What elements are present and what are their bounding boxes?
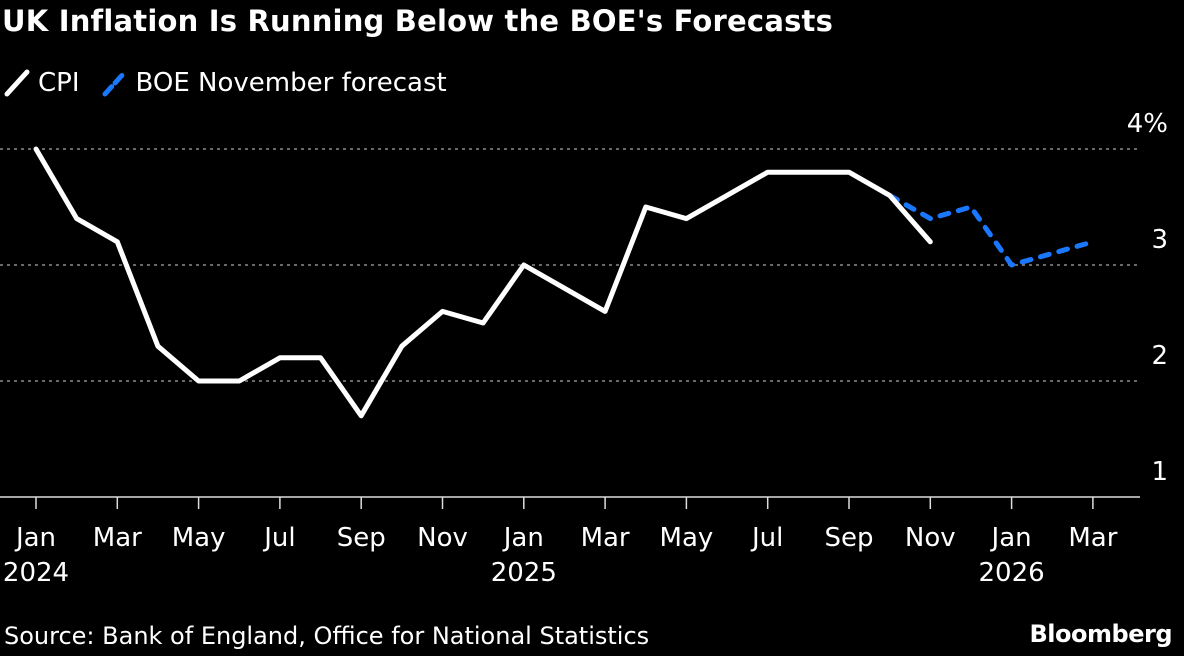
legend-swatch-cpi [4,69,30,97]
x-tick-label: Nov [905,523,956,553]
legend-label: BOE November forecast [135,68,447,98]
x-tick-year-label: 2024 [3,558,69,588]
legend: CPI BOE November forecast [4,68,469,98]
x-tick-label: May [660,523,714,553]
x-tick-label: Jul [262,523,295,553]
x-tick-label: Jan [502,523,544,553]
x-tick-label: Sep [824,523,873,553]
x-tick-label: Nov [417,523,468,553]
legend-label: CPI [38,68,80,98]
legend-swatch-forecast [102,69,128,97]
x-tick-label: Mar [1068,523,1117,553]
x-tick-label: Jan [990,523,1032,553]
x-tick-label: Jul [750,523,783,553]
source-note: Source: Bank of England, Office for Nati… [4,622,650,650]
x-tick-label: Mar [581,523,630,553]
bloomberg-logo: Bloomberg [1029,620,1173,648]
y-tick-label: 3 [1151,225,1168,255]
x-tick-label: Jan [14,523,56,553]
x-tick-label: Mar [93,523,142,553]
y-tick-label: 1 [1151,457,1168,487]
x-tick-label: May [172,523,226,553]
chart-title: UK Inflation Is Running Below the BOE's … [2,4,834,38]
legend-item-forecast: BOE November forecast [102,68,447,98]
x-tick-year-label: 2025 [491,558,557,588]
x-tick-year-label: 2026 [979,558,1045,588]
series-line-boe-november-forecast [887,192,1096,268]
x-tick-label: Sep [337,523,386,553]
legend-item-cpi: CPI [4,68,80,98]
y-tick-label: 4% [1127,109,1168,139]
y-tick-label: 2 [1151,341,1168,371]
series-line-cpi [33,146,933,419]
